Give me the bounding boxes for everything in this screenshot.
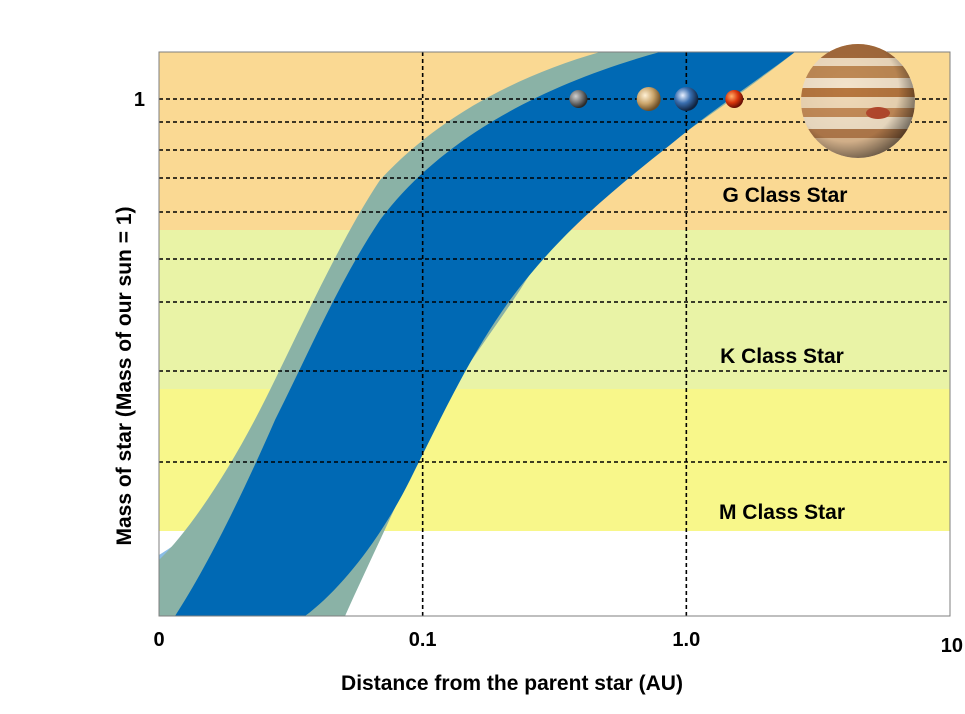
x-tick-label: 0.1 [409,629,437,651]
planets [569,44,915,158]
band-label-k: K Class Star [720,345,844,368]
habitable-zone-inner [175,52,795,616]
x-tick-labels: 0 0.1 1.0 10 [153,629,963,657]
y-tick-label: 1 [134,89,145,111]
band-label-m: M Class Star [719,501,845,524]
x-tick-label: 0 [153,629,164,651]
x-tick-label: 1.0 [672,629,700,651]
y-tick-labels: 1 [134,89,145,111]
x-tick-label: 10 [941,635,963,657]
band-label-g: G Class Star [723,184,848,207]
y-axis-title: Mass of star (Mass of our sun = 1) [113,207,136,546]
mercury-icon [569,90,588,108]
x-axis-title: Distance from the parent star (AU) [341,672,683,695]
band-labels: G Class Star K Class Star M Class Star [719,184,847,524]
mars-icon [725,90,744,108]
jupiter-icon [801,44,915,158]
habitable-zone [159,52,795,616]
venus-icon [636,87,661,111]
earth-icon [674,87,699,111]
plot-frame [158,51,951,617]
